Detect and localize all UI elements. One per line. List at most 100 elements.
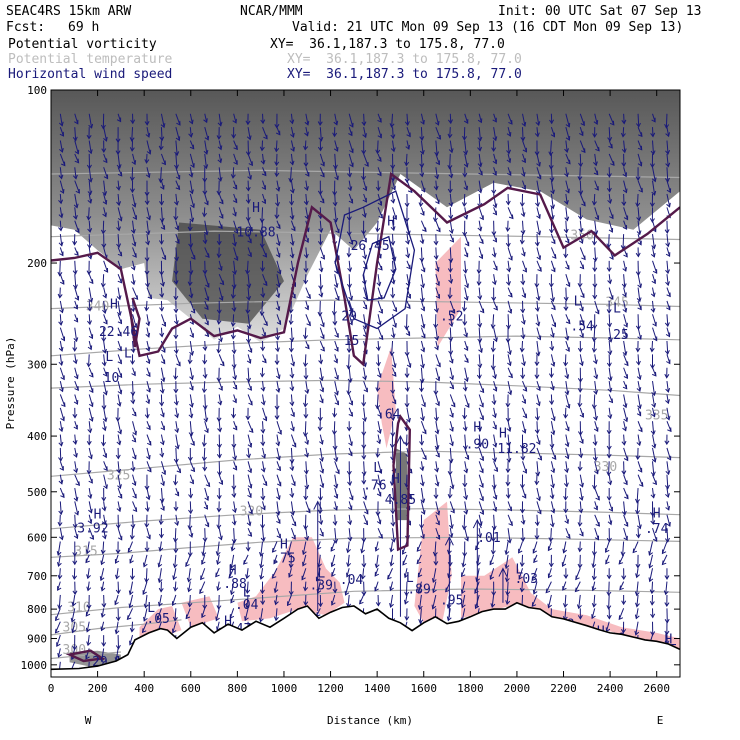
wind-vector-head [652,480,657,486]
wind-vector [549,140,552,156]
wind-vector [132,233,136,246]
wind-vector [579,233,584,244]
wind-vector-head [550,332,555,338]
wind-vector [160,247,167,260]
wind-vector-head [520,374,526,380]
wind-vector-head [332,521,338,526]
wind-vector [550,501,555,513]
wind-vector [74,180,80,194]
wind-vector [59,421,63,432]
wind-vector [392,487,395,501]
wind-vector-head [505,227,511,232]
wind-vector [146,220,150,235]
wind-vector [276,247,281,258]
wind-vector-head [102,309,107,314]
wind-vector [301,568,307,580]
wind-vector-head [433,390,439,396]
wind-vector-head [159,440,165,446]
wind-vector [623,407,628,422]
wind-vector [608,594,610,609]
wind-vector [146,314,150,326]
wind-vector-head [218,337,223,343]
wind-vector [305,314,311,326]
wind-vector-head [666,292,671,298]
wind-vector [204,407,208,422]
wind-vector [666,447,672,460]
wind-vector [117,501,121,512]
x-tick-label: 2600 [643,682,670,695]
wind-vector-head [58,174,64,180]
wind-vector-head [623,252,628,258]
wind-vector-head [378,213,383,219]
wind-vector-head [100,586,106,592]
wind-vector-head [505,468,511,474]
wind-vector-head [361,455,367,460]
wind-vector [493,501,497,512]
wind-vector [652,274,656,284]
wind-vector-head [377,117,382,123]
wind-vector-head [477,338,483,344]
isotach-jet [334,190,416,330]
wind-vector-head [60,375,65,381]
wind-vector-head [479,402,484,408]
wind-vector [623,474,628,485]
wind-vector [144,594,148,608]
wind-speed-label: H [280,538,288,553]
wind-vector-head [535,121,541,127]
wind-vector-head [291,481,296,487]
wind-vector-head [132,215,137,221]
wind-vector [146,127,150,138]
wind-vector-head [202,212,207,218]
wind-vector-head [73,424,78,430]
wind-vector-head [174,428,180,434]
wind-vector [392,260,394,273]
wind-vector-head [375,346,381,352]
wind-vector [333,300,336,315]
wind-vector [565,220,568,233]
wind-vector [492,541,495,554]
wind-vector [88,487,92,499]
wind-vector-head [347,481,353,487]
wind-vector-head [462,307,467,312]
wind-vector-head [318,520,324,526]
wind-vector-head [188,270,194,275]
wind-vector [276,233,280,246]
wind-vector-head [462,268,468,274]
wind-vector-head [595,495,600,501]
wind-vector-head [247,252,252,258]
wind-vector-head [632,548,638,554]
wind-vector-head [60,416,65,422]
wind-vector-head [348,400,353,406]
wind-vector-head [174,444,180,450]
wind-vector [594,434,597,446]
wind-vector-head [187,226,193,232]
wind-vector-head [362,197,367,203]
wind-vector [290,514,297,526]
wind-vector [290,153,294,165]
wind-vector [461,594,466,608]
wind-vector-head [158,533,164,539]
wind-vector [593,541,596,555]
y-tick-label: 200 [27,257,47,270]
wind-vector-head [276,224,281,230]
wind-vector-head [565,135,571,141]
wind-vector-head [175,239,180,245]
wind-vector-head [623,322,628,328]
wind-vector [392,140,395,152]
wind-vector-head [520,136,526,142]
wind-vector-head [159,307,165,312]
wind-vector-head [130,119,136,125]
wind-vector [59,207,63,218]
wind-vector-head [245,589,251,594]
wind-vector [127,541,134,553]
wind-vector-head [403,573,409,579]
wind-vector-head [392,307,398,313]
wind-vector-head [189,333,194,339]
wind-vector-head [635,533,641,539]
wind-vector-head [378,295,383,300]
wind-vector-head [475,577,481,583]
wind-vector [550,193,554,209]
wind-vector [59,234,63,246]
wind-vector [579,193,586,206]
wind-vector-head [319,398,324,404]
